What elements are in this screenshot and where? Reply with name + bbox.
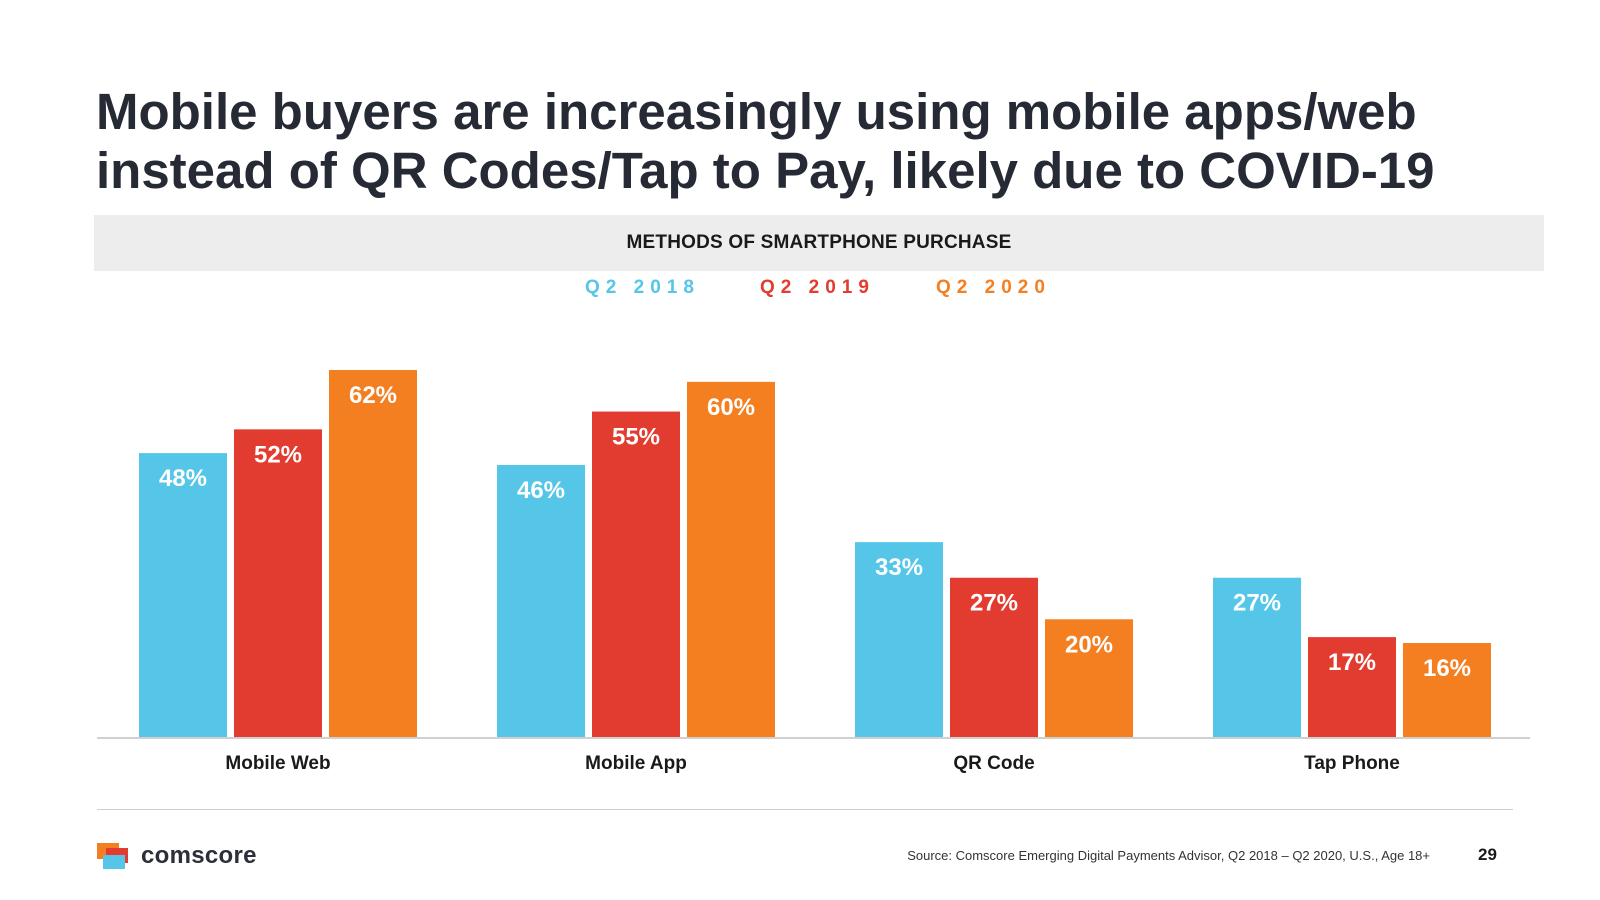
- bar-tap-phone-q2-2018: [1213, 577, 1301, 738]
- bar-mobile-app-q2-2019: [592, 411, 680, 738]
- x-tick-label-tap-phone: Tap Phone: [1304, 753, 1400, 774]
- bar-tap-phone-q2-2019: [1308, 637, 1396, 738]
- data-label-mobile-app-q2-2019: 55%: [612, 424, 660, 451]
- x-tick-label-mobile-app: Mobile App: [585, 753, 687, 774]
- data-label-mobile-web-q2-2018: 48%: [159, 465, 207, 492]
- data-label-qr-code-q2-2020: 20%: [1065, 631, 1113, 658]
- legend-item-q2-2019: Q2 2019: [760, 277, 875, 298]
- data-label-mobile-web-q2-2020: 62%: [349, 382, 397, 409]
- data-label-mobile-app-q2-2020: 60%: [707, 394, 755, 421]
- data-label-qr-code-q2-2019: 27%: [970, 590, 1018, 617]
- page-number: 29: [1478, 845, 1497, 864]
- bar-mobile-web-q2-2019: [234, 429, 322, 738]
- footer-divider: [97, 809, 1513, 810]
- legend-item-q2-2020: Q2 2020: [936, 277, 1051, 298]
- page-title-line-2: instead of QR Codes/Tap to Pay, likely d…: [96, 142, 1435, 199]
- data-label-mobile-web-q2-2019: 52%: [254, 441, 302, 468]
- source-note: Source: Comscore Emerging Digital Paymen…: [907, 848, 1430, 863]
- bar-mobile-app-q2-2020: [687, 381, 775, 738]
- data-label-mobile-app-q2-2018: 46%: [517, 477, 565, 504]
- bar-qr-code-q2-2020: [1045, 619, 1133, 738]
- x-tick-label-qr-code: QR Code: [953, 753, 1034, 774]
- x-tick-label-mobile-web: Mobile Web: [225, 753, 330, 774]
- bar-qr-code-q2-2019: [950, 577, 1038, 738]
- chart-title-band: METHODS OF SMARTPHONE PURCHASE: [94, 215, 1544, 271]
- legend-item-q2-2018: Q2 2018: [585, 277, 700, 298]
- brand-logo: comscore: [97, 842, 257, 870]
- data-label-tap-phone-q2-2018: 27%: [1233, 590, 1281, 617]
- data-label-tap-phone-q2-2019: 17%: [1328, 649, 1376, 676]
- chart-legend: Q2 2018 Q2 2019 Q2 2020: [0, 277, 1600, 307]
- data-label-tap-phone-q2-2020: 16%: [1423, 655, 1471, 682]
- brand-name: comscore: [141, 842, 257, 869]
- page-title: Mobile buyers are increasingly using mob…: [96, 82, 1536, 200]
- comscore-logo-icon: [97, 843, 128, 869]
- chart-title: METHODS OF SMARTPHONE PURCHASE: [626, 232, 1012, 253]
- bar-mobile-app-q2-2018: [497, 464, 585, 738]
- page-title-line-1: Mobile buyers are increasingly using mob…: [96, 83, 1417, 140]
- bar-mobile-web-q2-2018: [139, 453, 227, 738]
- bar-qr-code-q2-2018: [855, 542, 943, 738]
- bar-mobile-web-q2-2020: [329, 370, 417, 738]
- bar-chart: 48% 52% 62% Mobile Web 46% 55% 60% Mobile App 33…: [97, 370, 1530, 774]
- bar-tap-phone-q2-2020: [1403, 643, 1491, 738]
- data-label-qr-code-q2-2018: 33%: [875, 554, 923, 581]
